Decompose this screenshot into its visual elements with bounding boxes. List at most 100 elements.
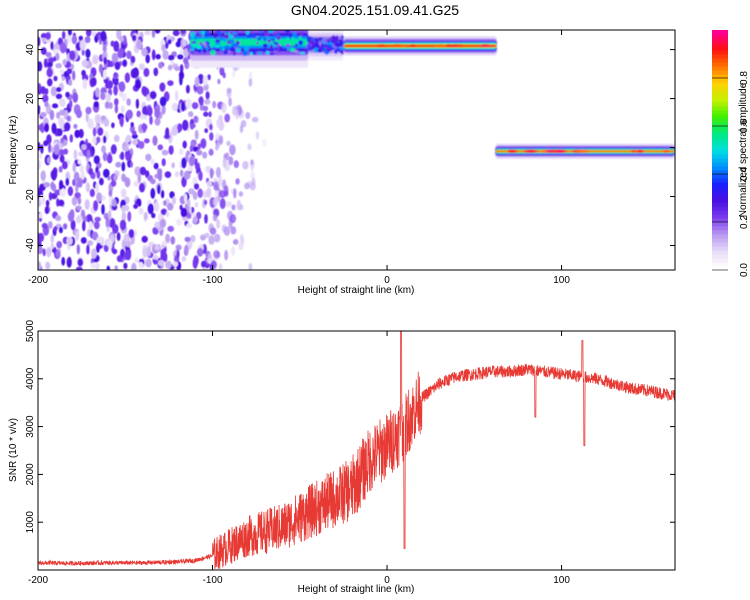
colorbar-step [712,66,728,71]
noise-blob [255,131,260,140]
noise-blob [233,188,237,199]
track-speckle [213,35,218,39]
noise-blob [188,155,196,167]
noise-blob [160,208,167,215]
colorbar-step [712,90,728,95]
noise-blob [86,214,93,223]
noise-blob [81,48,85,56]
noise-blob [91,231,99,241]
noise-blob [49,109,55,121]
x-tick-label: -200 [28,575,48,586]
track-speckle [190,51,194,54]
noise-blob [142,105,149,116]
track-hotspot [455,44,465,48]
noise-blob [182,39,187,47]
noise-blob [167,39,172,45]
noise-blob [56,87,62,93]
x-tick-label: 100 [553,575,570,586]
noise-blob [157,144,164,151]
noise-blob [128,229,135,239]
colorbar: 0.0 0.2 0.4 0.6 0.8 [712,30,750,277]
noise-blob [38,141,41,151]
noise-blob [87,118,94,130]
noise-blob [163,200,167,206]
noise-blob [52,103,59,109]
noise-blob [120,151,125,161]
track-speckle [259,30,263,35]
noise-blob [91,77,97,87]
colorbar-step [712,214,728,219]
noise-blob [216,118,221,128]
noise-blob [108,102,113,110]
noise-blob [57,128,63,137]
track-speckle [272,41,276,44]
noise-blob [147,246,151,257]
track-speckle [203,42,208,48]
noise-blob [215,166,221,178]
noise-blob [210,260,217,270]
noise-blob [66,115,71,122]
noise-blob [218,263,223,270]
noise-blob [202,151,208,159]
noise-blob [262,138,267,147]
noise-blob [106,93,111,102]
noise-blob [231,204,236,211]
noise-blob [143,138,150,144]
track-speckle [225,44,229,50]
track-speckle [228,34,234,40]
noise-blob [235,178,240,185]
noise-blob [93,200,99,212]
noise-blob [168,54,175,61]
noise-blob [85,182,90,193]
noise-blob [209,132,214,141]
track-speckle [270,38,275,41]
colorbar-step [712,242,728,247]
noise-blob [213,184,220,191]
track-speckle [274,42,279,46]
noise-blob [153,259,158,265]
noise-blob [143,67,150,77]
noise-blob [179,148,184,156]
y-tick-label: 2000 [25,463,36,486]
noise-blob [58,199,65,207]
colorbar-step [712,134,728,139]
noise-blob [138,207,144,215]
noise-blob [117,48,124,59]
noise-blob [85,48,91,59]
track-speckle [203,32,209,38]
track-speckle [218,31,222,35]
noise-blob [114,61,121,70]
noise-blob [101,204,105,215]
noise-blob [157,226,163,232]
colorbar-step [712,226,728,231]
noise-blob [226,140,231,146]
noise-blob [126,98,131,106]
snr-panel [38,331,675,570]
track-speckle [274,47,278,51]
track-speckle [197,49,202,53]
track-speckle [218,35,222,38]
noise-blob [180,101,186,112]
noise-blob [55,215,62,222]
noise-blob [139,114,147,120]
noise-blob [180,207,188,218]
track-speckle [210,49,216,56]
noise-blob [223,226,231,236]
noise-blob [47,78,53,87]
track-speckle [234,47,239,49]
track-speckle [271,32,277,35]
colorbar-step [712,150,728,155]
y-tick-label: -40 [25,238,36,253]
noise-blob [196,211,202,220]
noise-blob [175,171,179,178]
noise-blob [110,40,115,47]
track-speckle [235,47,241,53]
colorbar-step [712,122,728,127]
noise-blob [219,198,226,210]
noise-blob [247,143,252,151]
track-speckle [326,48,332,52]
noise-region [38,30,267,270]
noise-blob [143,211,148,221]
noise-blob [121,161,126,172]
noise-blob [53,226,58,232]
